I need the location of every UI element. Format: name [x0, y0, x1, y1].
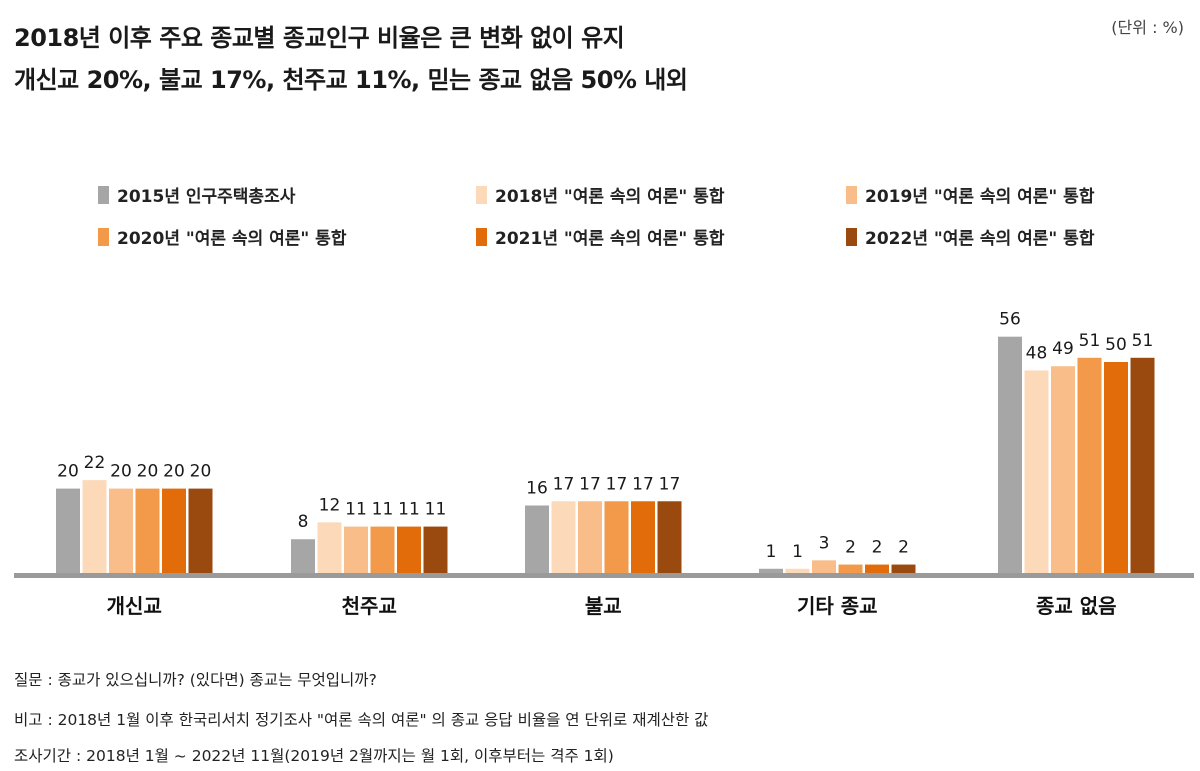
- category-label: 종교 없음: [1036, 594, 1117, 618]
- category-label: 천주교: [342, 594, 397, 618]
- data-label: 22: [84, 453, 106, 473]
- bar: [317, 522, 342, 573]
- bar: [812, 560, 836, 573]
- bar: [604, 501, 629, 573]
- bar: [838, 564, 863, 573]
- category-label: 기타 종교: [797, 594, 878, 618]
- bar: [82, 480, 107, 573]
- data-label: 17: [606, 474, 628, 494]
- bar: [657, 501, 682, 573]
- note-question: 질문 : 종교가 있으십니까? (있다면) 종교는 무엇입니까?: [14, 671, 377, 689]
- data-label: 12: [319, 495, 341, 515]
- chart-title-line-1: 2018년 이후 주요 종교별 종교인구 비율은 큰 변화 없이 유지: [14, 24, 625, 52]
- data-label: 8: [298, 512, 309, 532]
- bar: [397, 526, 421, 573]
- data-label: 3: [819, 533, 830, 553]
- bar: [188, 488, 213, 573]
- category-label: 개신교: [107, 594, 162, 618]
- data-label: 17: [553, 474, 575, 494]
- bar: [1024, 370, 1049, 573]
- bar: [56, 488, 80, 573]
- data-label: 11: [345, 500, 367, 520]
- chart-title-line-2: 개신교 20%, 불교 17%, 천주교 11%, 믿는 종교 없음 50% 내…: [14, 66, 688, 94]
- bar: [525, 505, 549, 573]
- data-label: 2: [898, 538, 909, 558]
- data-label: 1: [792, 542, 803, 562]
- data-label: 20: [110, 462, 132, 482]
- bar: [344, 526, 368, 573]
- x-axis-baseline: [14, 573, 1194, 578]
- bar: [1077, 357, 1102, 573]
- data-label: 17: [632, 474, 654, 494]
- bar: [759, 568, 783, 573]
- bar: [1130, 357, 1155, 573]
- data-label: 11: [425, 500, 447, 520]
- data-label: 20: [163, 462, 185, 482]
- bar: [109, 488, 133, 573]
- note-period: 조사기간 : 2018년 1월 ~ 2022년 11월(2019년 2월까지는 …: [14, 747, 614, 765]
- data-label: 20: [57, 462, 79, 482]
- unit-label: (단위 : %): [1111, 18, 1184, 37]
- data-label: 51: [1079, 331, 1101, 351]
- bar: [631, 501, 655, 573]
- data-label: 20: [190, 462, 212, 482]
- data-label: 11: [372, 500, 394, 520]
- data-label: 17: [659, 474, 681, 494]
- bar: [551, 501, 576, 573]
- data-label: 17: [579, 474, 601, 494]
- bar: [785, 568, 810, 573]
- data-label: 49: [1052, 339, 1074, 359]
- bar: [291, 539, 315, 573]
- data-label: 2: [872, 538, 883, 558]
- bar: [578, 501, 602, 573]
- bar: [370, 526, 395, 573]
- category-label: 불교: [585, 594, 622, 618]
- note-remark: 비고 : 2018년 1월 이후 한국리서치 정기조사 "여론 속의 여론" 의…: [14, 711, 709, 729]
- data-label: 56: [999, 310, 1021, 330]
- bar: [423, 526, 448, 573]
- bar: [891, 564, 916, 573]
- bar: [1051, 366, 1075, 573]
- bar: [1104, 362, 1128, 573]
- bar: [865, 564, 889, 573]
- bar: [162, 488, 186, 573]
- data-label: 51: [1132, 331, 1154, 351]
- bar: [998, 336, 1022, 573]
- data-label: 2: [845, 538, 856, 558]
- data-label: 48: [1026, 343, 1048, 363]
- bar: [135, 488, 160, 573]
- data-label: 50: [1105, 335, 1127, 355]
- data-label: 20: [137, 462, 159, 482]
- data-label: 16: [526, 478, 548, 498]
- data-label: 11: [398, 500, 420, 520]
- data-label: 1: [766, 542, 777, 562]
